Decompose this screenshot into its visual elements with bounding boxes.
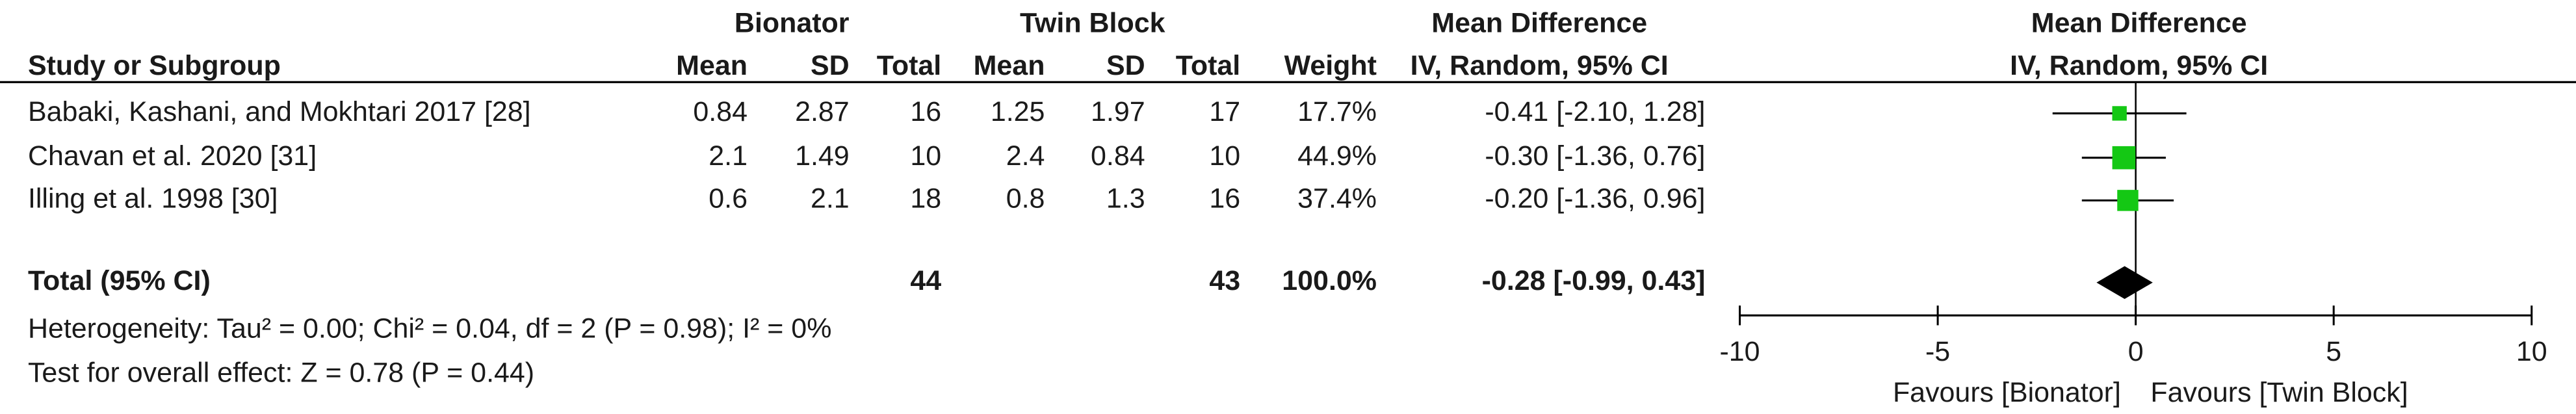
x-tick-label: -10: [1719, 336, 1760, 367]
column-header: IV, Random, 95% CI: [1411, 50, 1669, 81]
total-ci: -0.28 [-0.99, 0.43]: [1482, 265, 1706, 296]
total-name: Total (95% CI): [28, 265, 211, 296]
x-tick-label: -5: [1925, 336, 1950, 367]
column-header: Total: [877, 50, 941, 81]
total-n1: 44: [910, 265, 941, 296]
study-cell: 10: [910, 140, 941, 172]
total-diamond: [2096, 266, 2153, 300]
study-square: [2112, 106, 2127, 121]
study-cell: 16: [1209, 183, 1240, 214]
study-cell: 2.4: [1006, 140, 1045, 172]
overall-effect: Test for overall effect: Z = 0.78 (P = 0…: [28, 357, 534, 389]
study-weight: 17.7%: [1297, 96, 1377, 127]
study-ci: -0.20 [-1.36, 0.96]: [1485, 183, 1705, 214]
column-header: Total: [1176, 50, 1240, 81]
x-label-right: Favours [Twin Block]: [2150, 377, 2408, 408]
study-ci: -0.30 [-1.36, 0.76]: [1485, 140, 1705, 172]
study-name: Illing et al. 1998 [30]: [28, 183, 278, 214]
study-cell: 0.8: [1006, 183, 1045, 214]
study-cell: 0.84: [693, 96, 748, 127]
x-tick-label: 0: [2128, 336, 2144, 367]
study-cell: 1.49: [795, 140, 850, 172]
total-n2: 43: [1209, 265, 1240, 296]
study-cell: 2.1: [709, 140, 748, 172]
study-name: Chavan et al. 2020 [31]: [28, 140, 317, 172]
column-header: SD: [1106, 50, 1145, 81]
study-name: Babaki, Kashani, and Mokhtari 2017 [28]: [28, 96, 531, 127]
group-header: Bionator: [735, 7, 850, 38]
total-weight: 100.0%: [1282, 265, 1377, 296]
column-header: IV, Random, 95% CI: [2010, 50, 2268, 81]
study-cell: 1.97: [1091, 96, 1145, 127]
study-cell: 17: [1209, 96, 1240, 127]
study-square: [2112, 146, 2136, 170]
column-header: Study or Subgroup: [28, 50, 281, 81]
study-cell: 2.87: [795, 96, 850, 127]
column-header: Mean: [676, 50, 748, 81]
study-cell: 1.25: [991, 96, 1045, 127]
study-weight: 44.9%: [1297, 140, 1377, 172]
heterogeneity: Heterogeneity: Tau² = 0.00; Chi² = 0.04,…: [28, 313, 831, 344]
column-header: Weight: [1284, 50, 1377, 81]
column-header: SD: [811, 50, 850, 81]
group-header: Mean Difference: [1431, 7, 1647, 38]
study-cell: 16: [910, 96, 941, 127]
study-cell: 1.3: [1106, 183, 1145, 214]
study-cell: 10: [1209, 140, 1240, 172]
group-header: Mean Difference: [2031, 7, 2247, 38]
study-ci: -0.41 [-2.10, 1.28]: [1485, 96, 1705, 127]
x-label-left: Favours [Bionator]: [1893, 377, 2121, 408]
study-square: [2117, 190, 2139, 211]
group-header: Twin Block: [1020, 7, 1165, 38]
x-tick-label: 5: [2326, 336, 2341, 367]
study-cell: 2.1: [811, 183, 850, 214]
study-cell: 0.6: [709, 183, 748, 214]
study-cell: 18: [910, 183, 941, 214]
column-header: Mean: [974, 50, 1045, 81]
x-tick-label: 10: [2516, 336, 2547, 367]
study-cell: 0.84: [1091, 140, 1145, 172]
study-weight: 37.4%: [1297, 183, 1377, 214]
